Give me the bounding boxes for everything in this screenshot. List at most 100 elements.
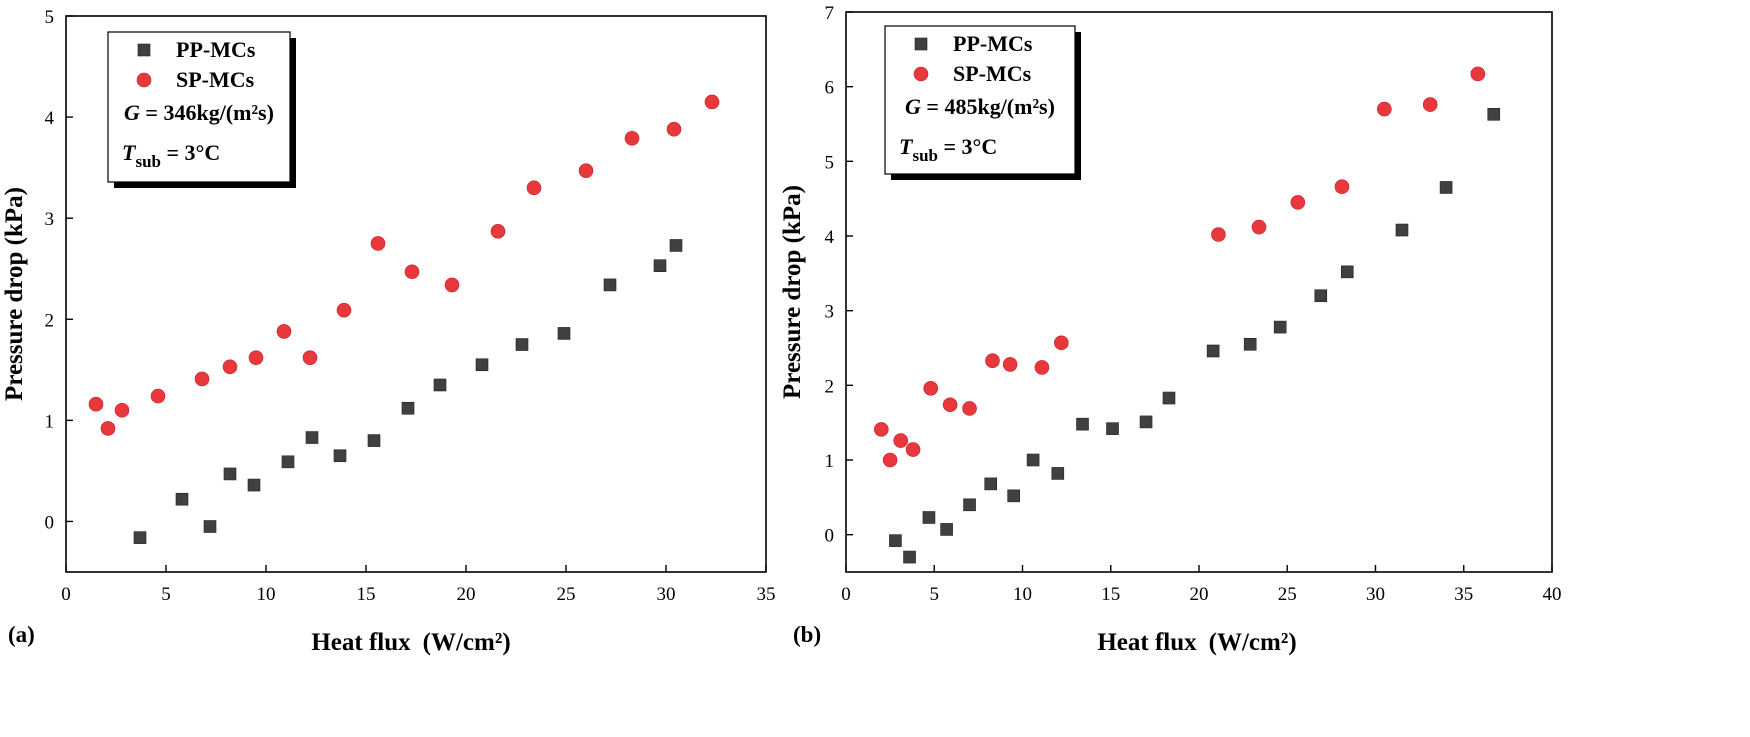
data-point-circle [1211,227,1226,242]
data-point-circle [923,381,939,396]
data-point-square [133,531,147,544]
data-point-square [433,378,447,392]
y-tick-label: 1 [825,451,835,472]
legend-marker-circle [913,66,929,82]
legend-label: SP-MCs [176,67,255,92]
data-point-square [1162,391,1176,405]
x-axis-title: Heat flux (W/cm²) [311,629,510,656]
subcooling-value: = 3°C [938,134,997,159]
x-axis-label: Heat flux [1097,629,1197,656]
data-point-circle [882,452,898,468]
legend-label: SP-MCs [953,61,1032,86]
data-point-circle [1422,97,1438,112]
y-axis-title: Pressure drop (kPa) [1,187,28,401]
legend-box [107,31,291,183]
subcooling-subscript: sub [135,152,161,171]
data-point-circle [1334,179,1350,195]
data-point-circle [336,302,352,318]
y-tick-label: 0 [825,526,835,547]
data-point-square [922,511,936,524]
x-tick-label: 30 [1366,584,1385,605]
data-point-circle [276,324,292,339]
plot-frame [65,15,767,573]
data-point-square [669,239,683,252]
data-point-circle [893,433,909,448]
x-tick-label: 35 [757,584,776,605]
data-point-circle [222,359,238,375]
subcooling-annotation: Tsub = 3°C [899,134,997,165]
chart-panel-b: 0 5 10 15 20 25 30 35 40 0 1 2 3 4 5 6 7 Heat flux (W/cm²)… [779,3,1562,656]
data-point-square [1007,489,1020,503]
y-tick-label: 3 [825,302,835,323]
x-tick-label: 25 [557,584,576,605]
subcooling-symbol: T [899,134,914,159]
data-point-circle [578,163,594,178]
mass-flux-symbol: G [905,94,921,119]
data-point-square [1206,344,1220,358]
data-point-circle [302,350,318,365]
data-point-square [1487,107,1501,121]
data-point-square [281,455,295,469]
y-tick-label: 4 [45,108,55,129]
series-pp-mcs [889,107,1501,564]
data-point-square [940,523,953,536]
y-tick-label: 7 [825,3,835,24]
data-point-circle [1034,360,1050,375]
data-point-square [203,520,217,533]
y-tick-label: 3 [45,209,55,230]
legend: PP-MCs SP-MCs G = 485kg/(m²s) Tsub = 3°C [884,25,1081,180]
data-point-square [1395,223,1409,237]
data-point-circle [704,94,720,110]
data-point-circle [985,353,1000,368]
data-point-circle [1290,195,1306,210]
x-tick-label: 10 [1013,584,1032,605]
y-tick-label: 4 [825,227,835,248]
data-point-circle [1251,219,1267,235]
x-tick-label: 20 [1190,584,1209,605]
data-point-square [333,449,347,463]
mass-flux-value: = 346kg/(m²s) [140,100,274,125]
x-tick-label: 30 [657,584,676,605]
series-sp-mcs [873,66,1486,468]
legend-box [884,25,1076,175]
x-tick-label: 20 [457,584,476,605]
data-point-square [223,467,237,481]
x-tick-label: 40 [1543,584,1562,605]
x-tick-label: 15 [357,584,376,605]
x-tick-label: 15 [1101,584,1120,605]
x-axis-label: Heat flux [311,629,411,656]
x-tick-label: 5 [161,584,171,605]
data-point-circle [905,442,921,457]
data-point-circle [150,388,166,404]
y-axis-title: Pressure drop (kPa) [779,185,806,399]
y-tick-label: 1 [45,411,55,432]
series-sp-mcs [88,94,720,436]
data-point-square [653,259,667,272]
data-point-square [515,338,529,351]
data-point-circle [100,421,116,436]
data-point-square [1051,467,1065,480]
y-tick-label: 0 [45,512,55,533]
data-point-square [984,477,998,491]
data-point-circle [248,350,264,365]
legend-marker-circle [136,72,152,88]
data-point-square [401,401,415,415]
subcooling-value: = 3°C [161,140,220,165]
chart-panel-a: 0 5 10 15 20 25 30 35 0 1 2 3 4 5 Heat flux (W/cm²) Pres… [1,7,776,656]
legend-label: PP-MCs [953,31,1033,56]
subcooling-subscript: sub [912,146,938,165]
y-tick-label: 6 [825,78,835,99]
data-point-square [903,550,916,564]
data-point-square [305,431,319,444]
x-tick-label: 0 [61,584,71,605]
data-point-square [1076,417,1089,431]
mass-flux-value: = 485kg/(m²s) [921,94,1055,119]
data-point-circle [526,180,542,196]
data-point-square [557,327,571,340]
data-point-square [1340,265,1354,279]
data-point-circle [624,131,640,146]
legend-label: PP-MCs [176,37,256,62]
data-point-circle [666,121,682,137]
mass-flux-annotation: G = 346kg/(m²s) [124,100,274,125]
